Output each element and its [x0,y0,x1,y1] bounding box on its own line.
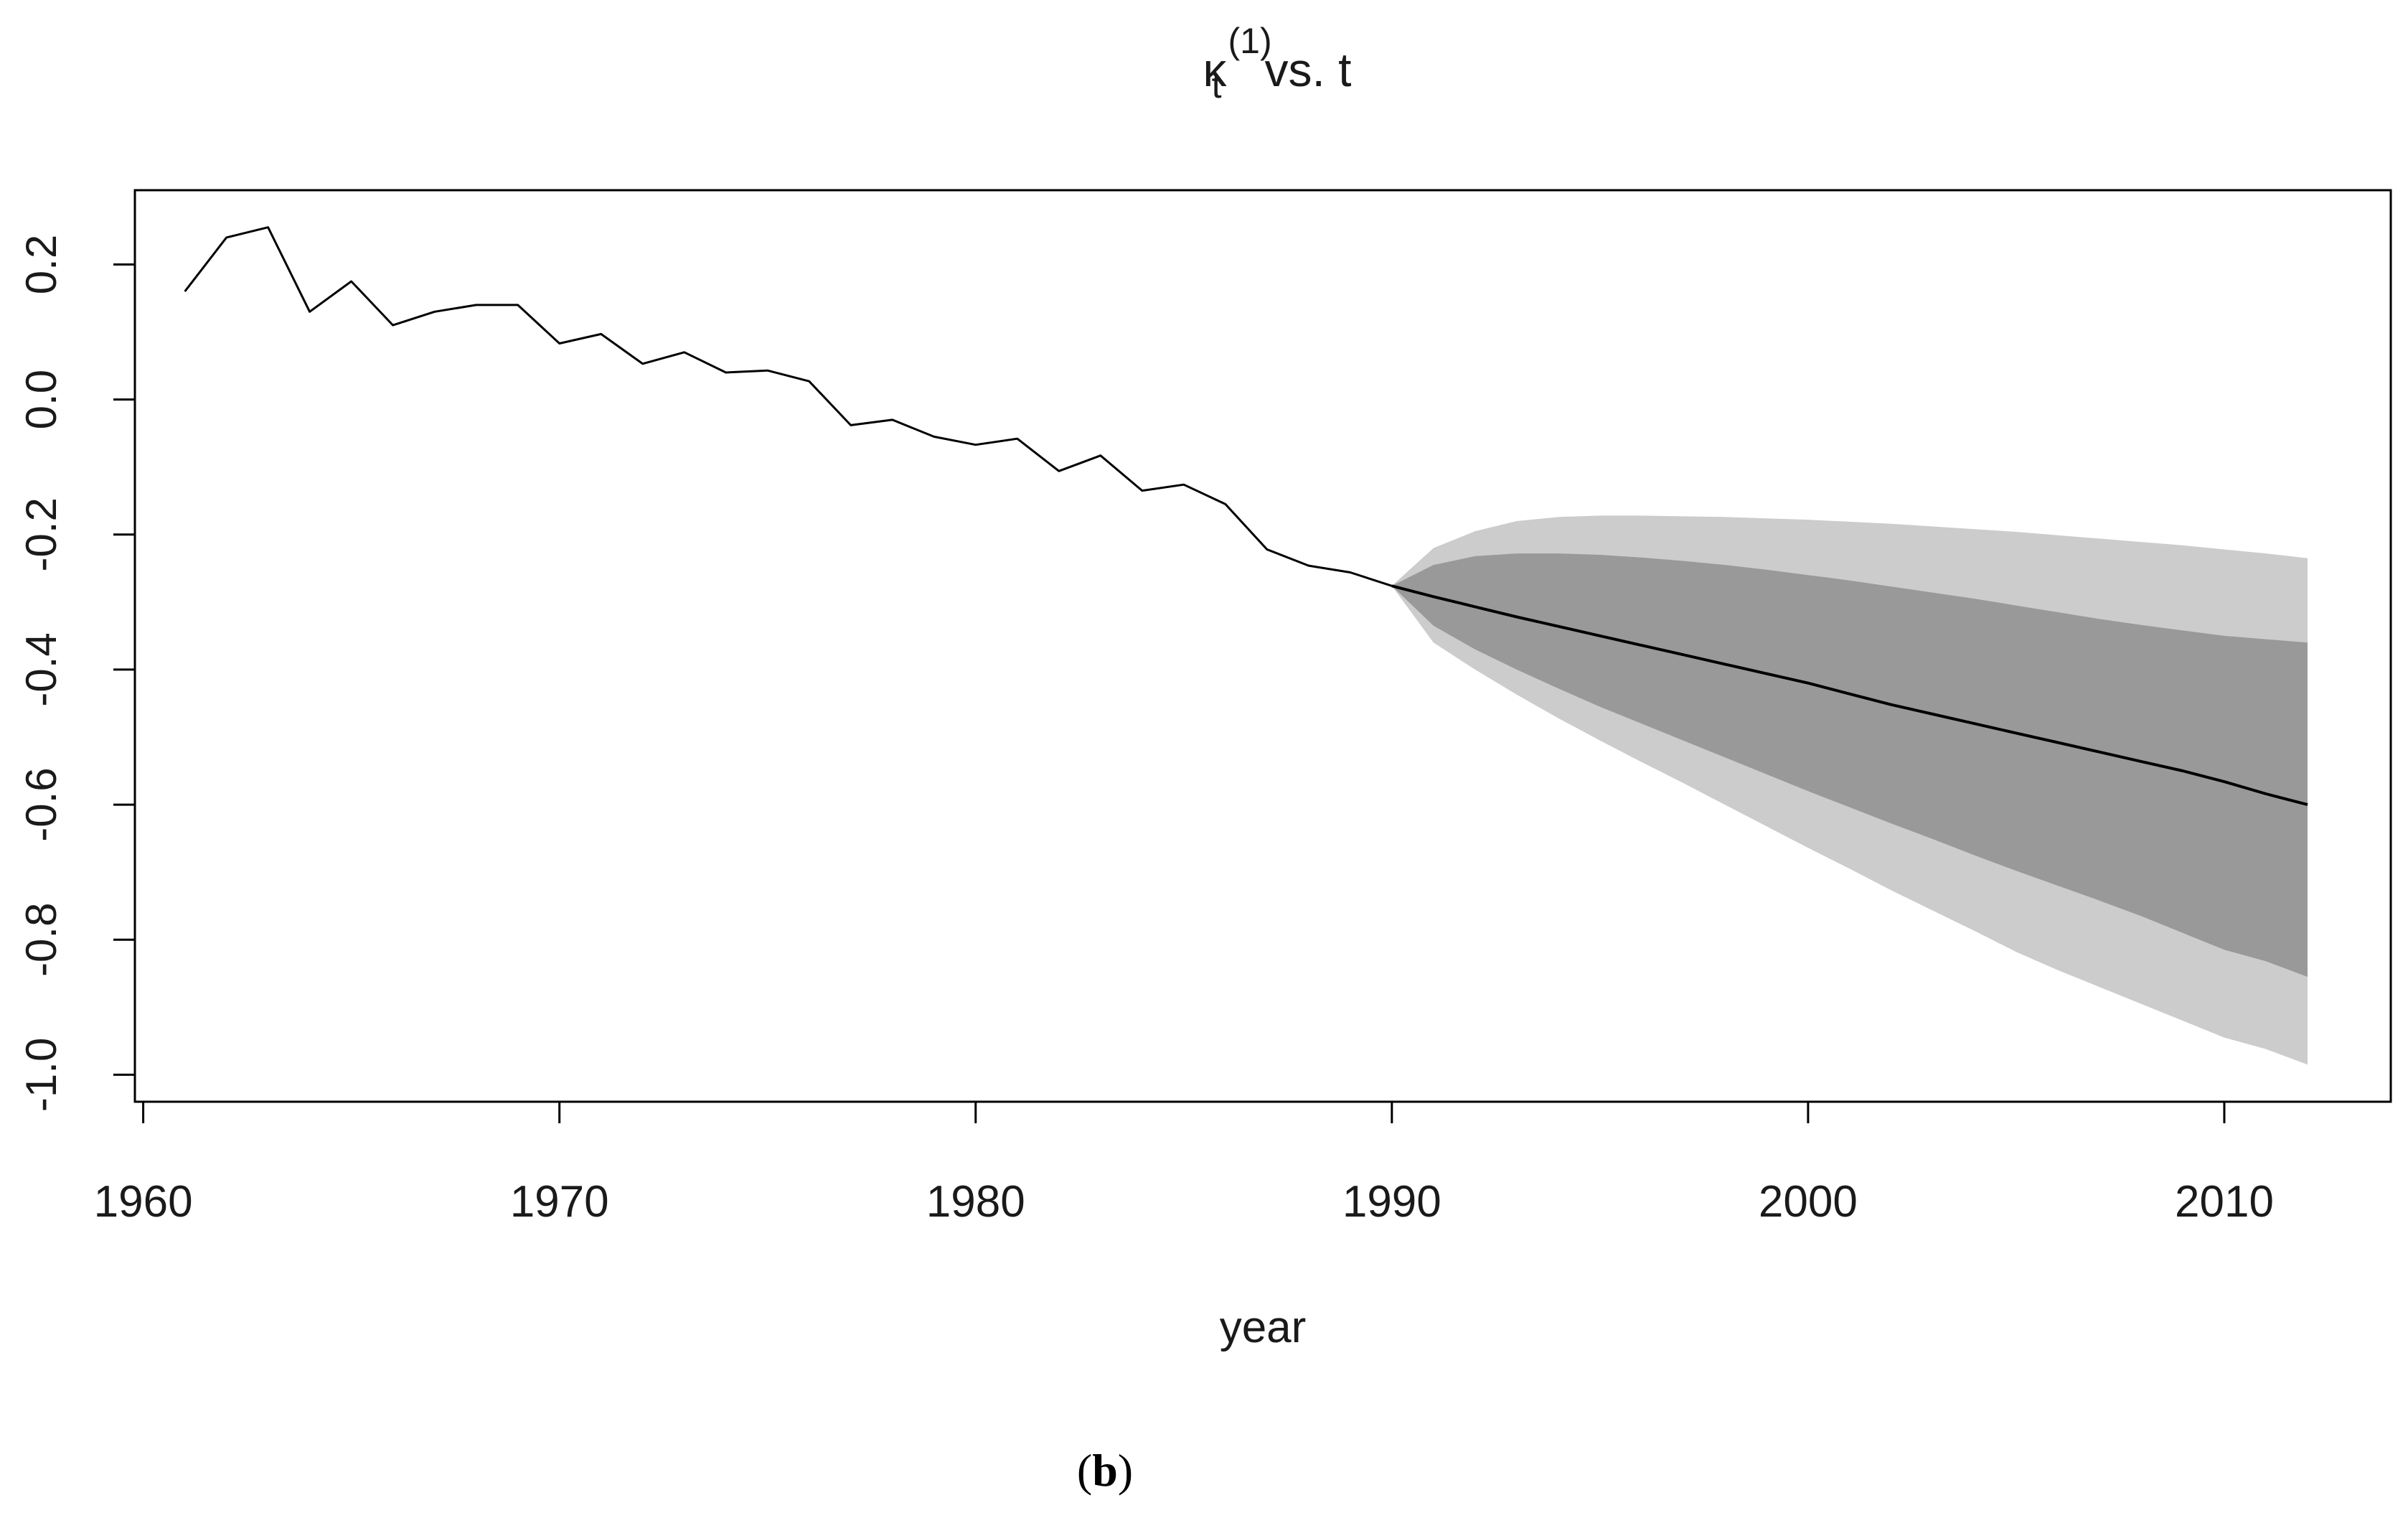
figure-caption: (b) [1077,1445,1133,1496]
y-tick-label: 0.2 [17,235,65,294]
y-tick-label: -0.6 [17,767,65,841]
inner-confidence-band [1391,553,2308,977]
series-lines [184,226,2308,807]
title-superscript: (1) [1228,21,1271,61]
caption-close-paren: ) [1118,1445,1133,1496]
x-tick-label: 2000 [1759,1177,1858,1227]
x-axis-label: year [1220,1303,1307,1352]
y-tick-label: -0.2 [17,497,65,571]
y-tick-label: 0.0 [17,370,65,429]
x-axis: 1960 1970 1980 1990 2000 2010 [94,1100,2274,1227]
chart-title: κ(1) t vs. t [1203,21,1351,106]
caption-open-paren: ( [1077,1445,1092,1496]
y-tick-label: -1.0 [17,1038,65,1112]
x-tick-label: 2010 [2175,1177,2274,1227]
title-kappa: κ [1203,43,1227,96]
x-tick-label: 1960 [94,1177,193,1227]
title-subscript: t [1212,65,1222,106]
x-tick-label: 1990 [1342,1177,1441,1227]
confidence-bands [1391,515,2308,1065]
x-tick-label: 1970 [510,1177,609,1227]
title-rest: vs. t [1265,43,1352,96]
y-tick-label: -0.8 [17,903,65,977]
forecast-series-line [1391,584,2308,807]
y-axis: 0.2 0.0 -0.2 -0.4 -0.6 -0.8 -1.0 [17,235,136,1112]
y-tick-label: -0.4 [17,632,65,706]
caption-letter: b [1092,1445,1118,1496]
x-tick-label: 1980 [926,1177,1025,1227]
observed-series-line [184,226,1393,587]
